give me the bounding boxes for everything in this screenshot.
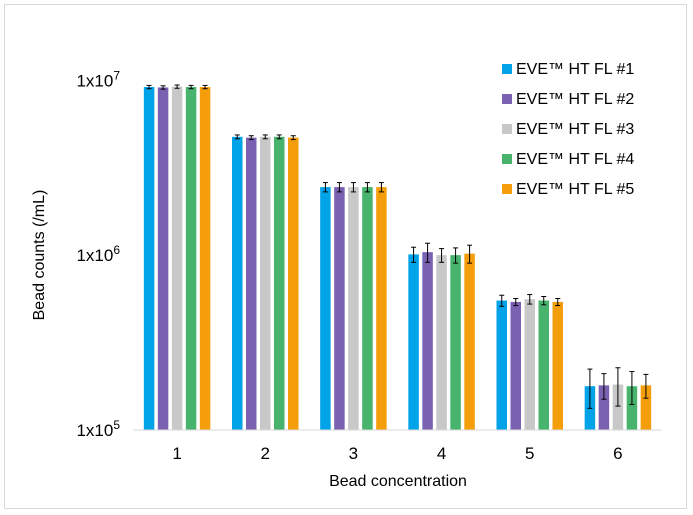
x-tick-label: 1 (172, 444, 181, 463)
bar (199, 87, 211, 431)
legend: EVE™ HT FL #1 EVE™ HT FL #2 EVE™ HT FL #3 E… (502, 61, 634, 198)
error-bar (629, 371, 635, 405)
error-bar (336, 182, 342, 193)
x-tick-label: 2 (261, 444, 270, 463)
error-bar (555, 298, 561, 307)
bar (450, 255, 461, 430)
legend-label: EVE™ HT FL #4 (516, 151, 634, 168)
legend-swatch (502, 184, 512, 194)
error-bar (364, 182, 370, 193)
bar (157, 87, 169, 431)
error-bar (350, 182, 356, 193)
error-bar (322, 182, 328, 193)
x-tick-label: 5 (525, 444, 534, 463)
bar (171, 86, 183, 431)
error-bar (160, 85, 166, 90)
legend-label: EVE™ HT FL #5 (516, 181, 634, 198)
bar (626, 386, 638, 430)
error-bar (188, 84, 194, 90)
error-bar (601, 373, 607, 400)
bar (640, 385, 652, 430)
bar (246, 137, 257, 430)
bar (422, 252, 433, 430)
error-bar (541, 296, 547, 306)
error-bar (248, 135, 254, 141)
error-bar (467, 244, 473, 264)
legend-swatch (502, 94, 512, 104)
y-axis-title: Bead counts (/mL) (31, 190, 48, 321)
x-tick-labels: 1 2 3 4 5 6 (172, 444, 622, 463)
legend-label: EVE™ HT FL #3 (516, 121, 634, 138)
error-bars (146, 84, 649, 409)
legend-swatch (502, 124, 512, 134)
bar (232, 136, 243, 430)
error-bar (174, 84, 180, 89)
y-tick-labels: 1x105 1x106 1x107 (76, 68, 120, 440)
bar (496, 300, 507, 430)
legend-label: EVE™ HT FL #2 (516, 91, 634, 108)
y-tick-label: 1x106 (76, 243, 120, 265)
bar (348, 187, 359, 430)
error-bar (439, 248, 445, 263)
bar (612, 384, 624, 430)
legend-swatch (502, 64, 512, 74)
x-tick-label: 4 (437, 444, 446, 463)
error-bar (378, 182, 384, 193)
bar (510, 301, 521, 430)
bar (320, 187, 331, 430)
error-bar (453, 247, 459, 264)
bar (524, 299, 535, 430)
error-bar (202, 84, 208, 90)
y-tick-label: 1x105 (76, 418, 120, 440)
bar (552, 301, 563, 430)
error-bar (499, 294, 505, 307)
bar (376, 187, 387, 430)
error-bar (262, 134, 268, 140)
bar (274, 136, 285, 430)
error-bar (290, 135, 296, 141)
bar (362, 187, 373, 430)
bar (260, 136, 271, 430)
error-bar (615, 367, 621, 407)
error-bar (425, 242, 431, 263)
bar (538, 300, 549, 430)
error-bar (527, 294, 533, 305)
error-bar (411, 246, 417, 263)
x-tick-label: 6 (613, 444, 622, 463)
bar (334, 187, 345, 430)
y-tick-label: 1x107 (76, 68, 120, 90)
bar (598, 385, 610, 430)
bar (143, 87, 155, 431)
error-bar (587, 368, 593, 409)
bar (288, 137, 299, 430)
legend-label: EVE™ HT FL #1 (516, 61, 634, 78)
legend-swatch (502, 154, 512, 164)
bars (143, 86, 652, 431)
bar (464, 253, 475, 430)
error-bar (643, 373, 649, 399)
bar (408, 254, 419, 430)
x-axis-title: Bead concentration (329, 473, 467, 490)
chart-frame (4, 4, 687, 509)
bar (436, 255, 447, 430)
error-bar (276, 134, 282, 140)
bar (185, 87, 197, 431)
error-bar (234, 134, 240, 140)
error-bar (513, 298, 519, 307)
error-bar (146, 84, 152, 90)
x-tick-label: 3 (349, 444, 358, 463)
